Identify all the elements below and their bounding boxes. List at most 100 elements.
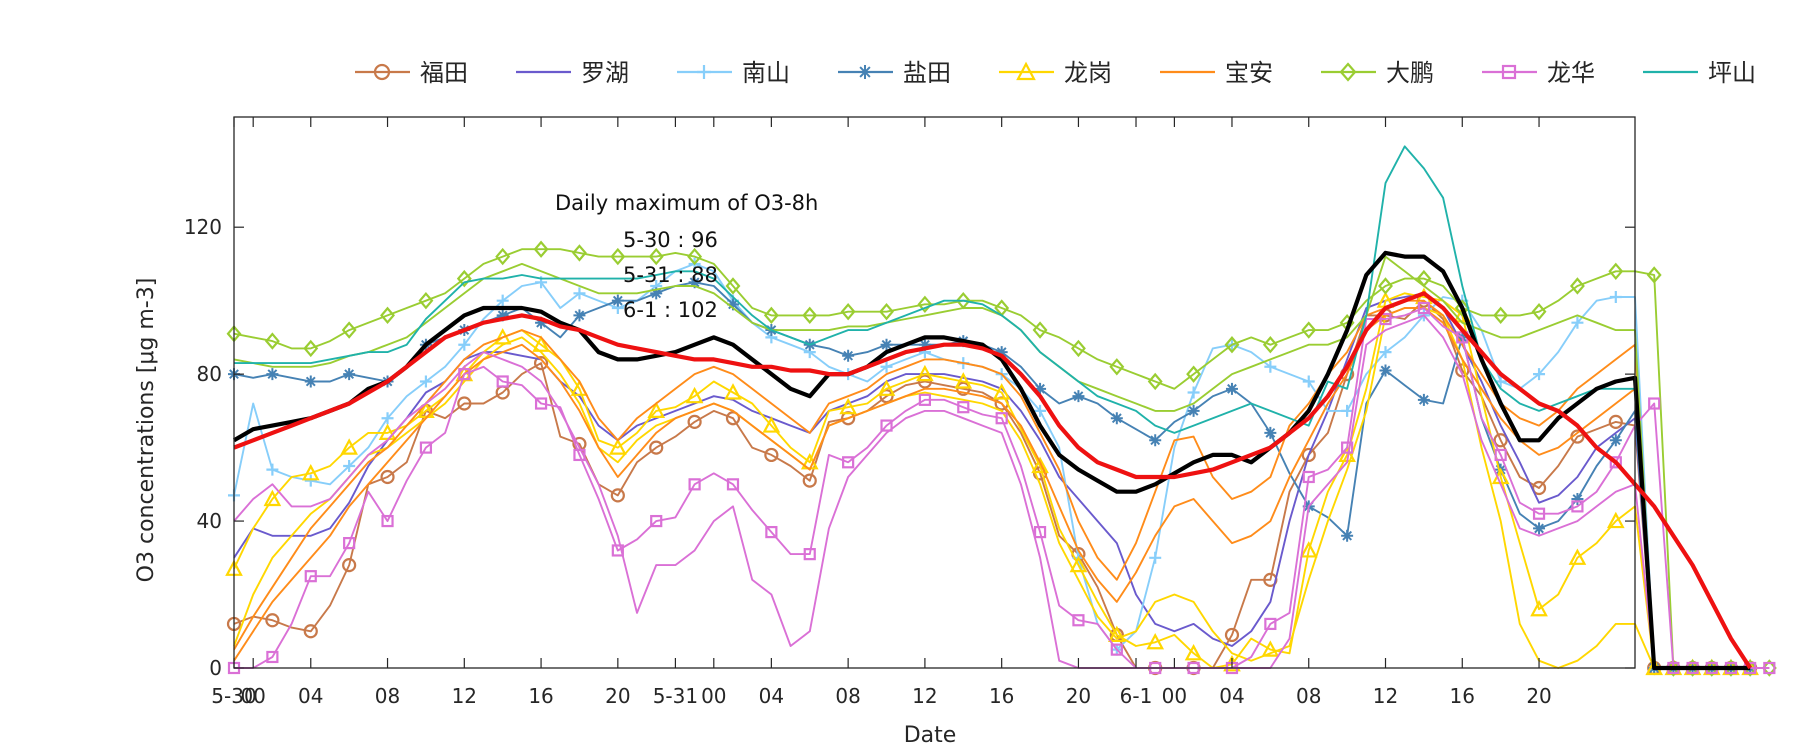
data-point-marker xyxy=(1341,529,1354,542)
legend-item-龙岗[interactable]: 龙岗 xyxy=(999,59,1112,87)
data-point-marker xyxy=(419,441,433,454)
data-point-marker xyxy=(995,412,1008,425)
data-point-marker xyxy=(303,339,319,358)
x-tick-label: 04 xyxy=(759,684,784,708)
axes-box xyxy=(233,116,1636,669)
legend-item-宝安[interactable]: 宝安 xyxy=(1160,59,1273,87)
x-tick-label: 12 xyxy=(1373,684,1398,708)
series-龙华 xyxy=(227,301,1776,675)
series-line xyxy=(233,292,1751,669)
legend-label: 龙华 xyxy=(1547,59,1595,87)
data-point-marker xyxy=(956,381,971,396)
data-point-marker xyxy=(1301,321,1317,339)
data-point-marker xyxy=(687,414,702,429)
series-line xyxy=(233,307,1751,669)
x-tick-label: 16 xyxy=(528,684,553,708)
data-point-marker xyxy=(1493,306,1509,325)
data-point-marker xyxy=(1608,262,1624,280)
legend-label: 宝安 xyxy=(1225,59,1273,87)
data-point-marker xyxy=(877,379,896,396)
data-point-marker xyxy=(1069,555,1088,573)
data-point-marker xyxy=(725,411,741,426)
data-point-marker xyxy=(1264,360,1277,373)
data-point-marker xyxy=(457,396,472,411)
data-point-marker xyxy=(418,291,434,310)
data-point-marker xyxy=(880,419,893,432)
legend-item-盐田[interactable]: 盐田 xyxy=(838,59,951,87)
data-point-marker xyxy=(1493,433,1508,448)
series-group xyxy=(225,145,1777,677)
series-坪山 xyxy=(234,145,1751,669)
series-龙岗-2 xyxy=(233,307,1751,669)
x-tick-label: 08 xyxy=(835,684,860,708)
x-tick-label: 00 xyxy=(1162,684,1187,708)
legend-item-罗湖[interactable]: 罗湖 xyxy=(516,59,629,87)
x-tick-label: 5-30 xyxy=(211,684,256,708)
data-point-marker xyxy=(685,386,704,404)
x-tick-label: 04 xyxy=(1219,684,1244,708)
data-point-marker xyxy=(1341,441,1354,454)
annotation-line: 5-30 : 96 xyxy=(623,228,718,252)
data-point-marker xyxy=(1379,364,1392,377)
data-point-marker xyxy=(648,247,664,266)
data-point-marker xyxy=(1187,386,1200,399)
y-tick-label: 80 xyxy=(197,362,222,386)
data-point-marker xyxy=(1341,404,1354,417)
data-point-marker xyxy=(1648,397,1661,410)
series-line xyxy=(233,255,1751,669)
data-point-marker xyxy=(1224,336,1240,354)
data-point-marker xyxy=(458,338,471,351)
data-point-marker xyxy=(266,368,279,381)
data-point-marker xyxy=(879,389,894,404)
data-point-marker xyxy=(688,478,701,491)
x-tick-label: 20 xyxy=(1526,684,1551,708)
series-大鹏-2 xyxy=(233,255,1751,669)
legend-label: 盐田 xyxy=(903,59,951,87)
legend-item-南山[interactable]: 南山 xyxy=(677,59,790,87)
data-point-marker xyxy=(765,525,778,539)
data-point-marker xyxy=(917,374,933,389)
series-宝安-2 xyxy=(233,307,1751,669)
data-point-marker xyxy=(1264,426,1277,439)
data-point-marker xyxy=(1532,507,1546,520)
data-point-marker xyxy=(649,440,664,455)
data-point-marker xyxy=(1031,456,1049,474)
data-point-marker xyxy=(726,298,739,311)
x-tick-label: 00 xyxy=(240,684,265,708)
data-point-marker xyxy=(763,306,779,325)
data-point-marker xyxy=(608,438,627,455)
data-point-marker xyxy=(1609,290,1622,303)
data-point-marker xyxy=(725,277,741,295)
data-point-marker xyxy=(533,356,549,371)
legend-item-坪山[interactable]: 坪山 xyxy=(1643,59,1756,87)
series-line xyxy=(233,307,1751,669)
legend-item-福田[interactable]: 福田 xyxy=(355,59,468,87)
x-tick-label: 16 xyxy=(989,684,1014,708)
data-point-marker xyxy=(535,316,548,329)
legend-item-龙华[interactable]: 龙华 xyxy=(1482,59,1595,87)
data-point-marker xyxy=(803,548,816,561)
data-point-marker xyxy=(1186,365,1202,383)
data-point-marker xyxy=(1109,358,1125,376)
data-point-marker xyxy=(341,321,357,339)
y-axis-title: O3 concentrations [μg m-3] xyxy=(134,278,159,583)
data-point-marker xyxy=(1379,312,1392,326)
data-point-marker xyxy=(880,338,893,351)
legend-item-大鹏[interactable]: 大鹏 xyxy=(1321,59,1434,87)
data-point-marker xyxy=(1016,61,1036,81)
data-point-marker xyxy=(1571,500,1584,513)
data-point-marker xyxy=(1299,541,1318,558)
x-tick-label: 5-31 xyxy=(653,684,698,708)
data-point-marker xyxy=(496,375,509,388)
plot-area xyxy=(234,117,1635,668)
legend: 福田 罗湖 南山 盐田 龙岗 宝安 大鹏 龙华 坪山 xyxy=(355,59,1756,87)
data-point-marker xyxy=(495,247,511,266)
data-point-marker xyxy=(1533,522,1546,535)
legend-label: 龙岗 xyxy=(1064,59,1112,87)
data-point-marker xyxy=(1379,346,1392,359)
x-tick-label: 04 xyxy=(298,684,323,708)
data-point-marker xyxy=(572,244,587,262)
data-point-marker xyxy=(1339,62,1357,82)
data-point-marker xyxy=(610,488,625,503)
data-point-marker xyxy=(342,558,357,573)
